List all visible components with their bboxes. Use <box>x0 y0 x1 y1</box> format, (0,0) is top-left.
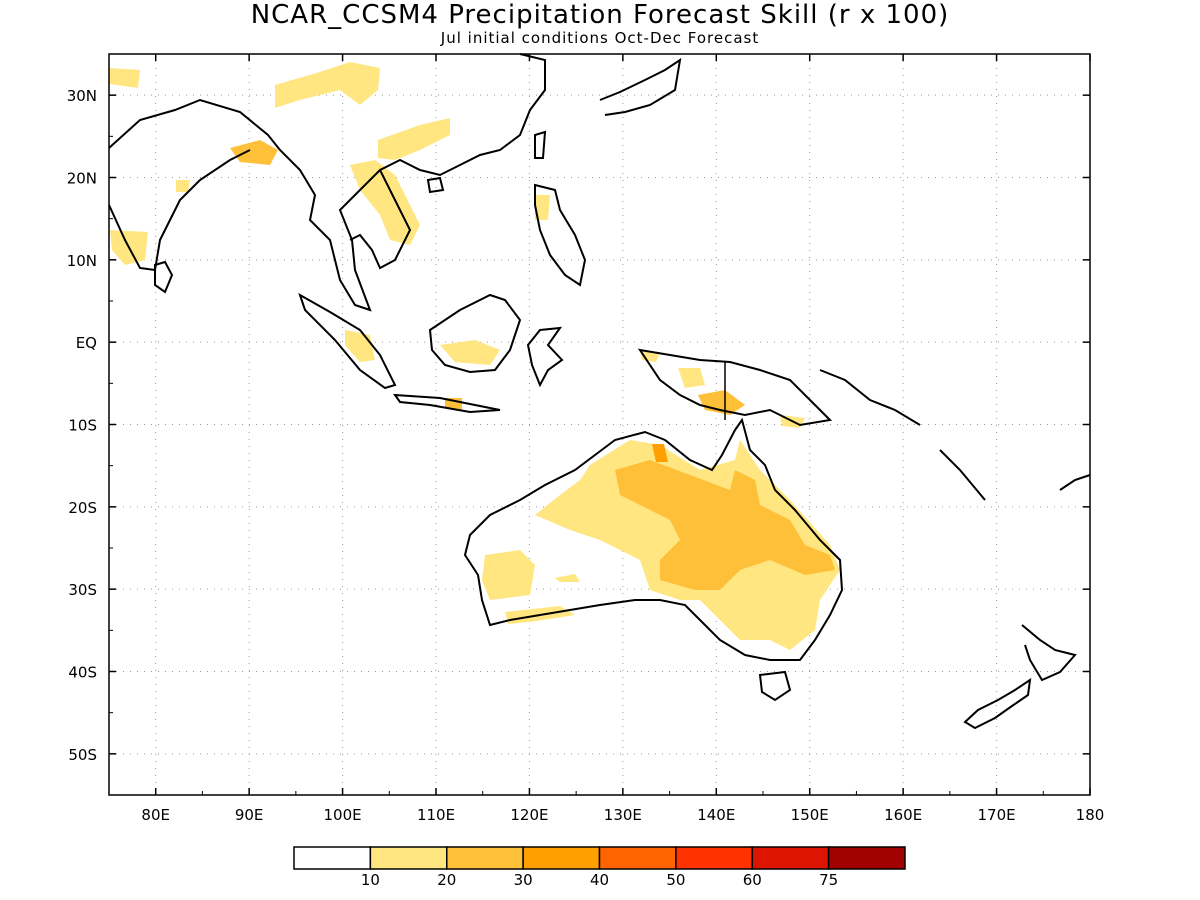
colorbar-label: 75 <box>819 871 838 889</box>
colorbar-label: 50 <box>666 871 685 889</box>
colorbar: 10 20 30 40 50 60 75 <box>293 846 906 889</box>
lon-label: 170E <box>978 806 1016 824</box>
skill-india-dot <box>176 180 190 192</box>
coast-taiwan <box>534 130 547 159</box>
lon-label: 150E <box>791 806 829 824</box>
colorbar-swatch <box>827 846 906 870</box>
lat-label: EQ <box>76 334 97 352</box>
coast-philippines <box>534 183 587 287</box>
lat-label: 30S <box>68 581 97 599</box>
colorbar-label: 30 <box>514 871 533 889</box>
colorbar-label: 20 <box>437 871 456 889</box>
skill-australia-ne-core <box>652 444 668 462</box>
lat-label: 10S <box>68 417 97 435</box>
lon-label: 160E <box>884 806 922 824</box>
coast-java <box>392 393 501 414</box>
coast-asia-mainland <box>108 53 546 312</box>
lon-label: 100E <box>324 806 362 824</box>
colorbar-swatch <box>751 846 830 870</box>
coast-indochina <box>349 169 412 270</box>
colorbar-label: 10 <box>361 871 380 889</box>
skill-australia-sw <box>482 550 535 600</box>
skill-new-guinea-2 <box>698 390 745 415</box>
lon-label: 120E <box>510 806 548 824</box>
colorbar-swatch <box>369 846 448 870</box>
skill-borneo <box>440 340 500 365</box>
lon-label: 110E <box>417 806 455 824</box>
skill-philippines <box>535 195 550 220</box>
skill-india-n <box>230 140 278 165</box>
colorbar-swatch <box>446 846 524 870</box>
coast-australia <box>463 417 844 661</box>
colorbar-swatch <box>675 846 753 870</box>
lat-label: 20S <box>68 499 97 517</box>
coast-india <box>108 149 251 272</box>
coast-new-zealand-south <box>963 677 1032 730</box>
lat-label: 30N <box>67 87 97 105</box>
coast-sri-lanka <box>154 260 174 294</box>
lon-label: 130E <box>604 806 642 824</box>
lon-label: 180 <box>1076 806 1105 824</box>
lon-label: 90E <box>235 806 264 824</box>
colorbar-label: 40 <box>590 871 609 889</box>
coast-sumatra <box>298 292 397 390</box>
coast-sulawesi <box>526 326 564 388</box>
coast-hainan <box>426 176 445 194</box>
coast-new-zealand-north <box>1021 624 1077 682</box>
skill-australia-core <box>615 460 835 590</box>
lat-label: 20N <box>67 170 97 188</box>
skill-asia-2 <box>378 118 450 160</box>
lon-label: 140E <box>697 806 735 824</box>
colorbar-swatch <box>598 846 677 870</box>
coast-tasmania <box>758 670 792 702</box>
coast-japan <box>599 57 682 116</box>
coast-pacific-islands <box>819 369 1091 501</box>
latitude-axis: 30N 20N 10N EQ 10S 20S 30S 40S 50S <box>67 53 1090 796</box>
chart-title: NCAR_CCSM4 Precipitation Forecast Skill … <box>250 0 950 30</box>
skill-new-guinea-1 <box>678 368 705 388</box>
colorbar-swatch <box>293 846 372 870</box>
skill-nw-corner <box>109 68 140 88</box>
lat-label: 10N <box>67 252 97 270</box>
chart-subtitle: Jul initial conditions Oct-Dec Forecast <box>440 29 760 47</box>
coast-borneo <box>428 293 522 374</box>
coastlines <box>108 53 1091 730</box>
skill-australia-mid <box>555 574 580 582</box>
lat-label: 50S <box>68 746 97 764</box>
colorbar-swatch <box>522 846 601 870</box>
colorbar-label: 60 <box>743 871 762 889</box>
longitude-axis: 80E 90E 100E 110E 120E 130E 140E 150E 160E 170E 18… <box>108 54 1105 824</box>
skill-shading <box>109 62 840 650</box>
lat-label: 40S <box>68 664 97 682</box>
lon-label: 80E <box>141 806 170 824</box>
skill-asia-1 <box>275 62 380 108</box>
coast-new-guinea <box>637 348 833 427</box>
